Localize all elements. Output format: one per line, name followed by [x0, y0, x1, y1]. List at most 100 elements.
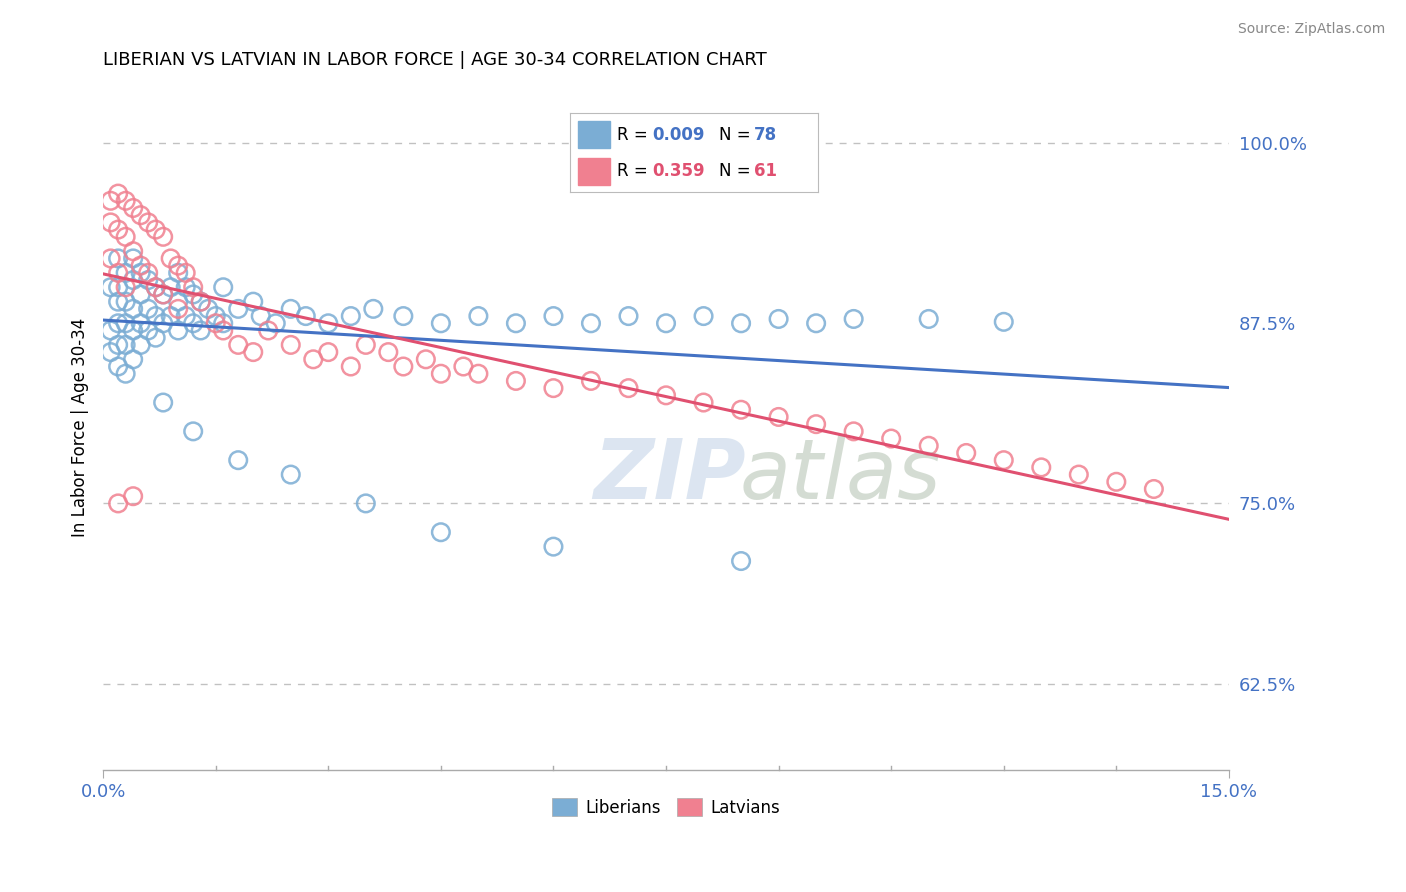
Point — [167, 266, 190, 280]
Point — [114, 338, 136, 352]
Point — [145, 331, 167, 345]
Point — [804, 316, 827, 330]
Point — [655, 316, 678, 330]
Point — [190, 324, 212, 338]
Point — [340, 309, 363, 323]
Point — [302, 352, 325, 367]
Point — [107, 266, 129, 280]
Point — [129, 338, 152, 352]
Point — [543, 540, 565, 554]
Point — [129, 316, 152, 330]
Point — [430, 525, 453, 540]
Text: LIBERIAN VS LATVIAN IN LABOR FORCE | AGE 30-34 CORRELATION CHART: LIBERIAN VS LATVIAN IN LABOR FORCE | AGE… — [103, 51, 766, 69]
Point — [122, 301, 145, 316]
Text: atlas: atlas — [740, 435, 941, 516]
Point — [226, 338, 249, 352]
Point — [993, 453, 1015, 467]
Point — [129, 259, 152, 273]
Point — [692, 309, 714, 323]
Point — [152, 395, 174, 409]
Point — [100, 215, 122, 229]
Point — [249, 309, 271, 323]
Point — [100, 280, 122, 294]
Point — [204, 309, 226, 323]
Point — [152, 229, 174, 244]
Point — [505, 316, 527, 330]
Point — [579, 374, 602, 388]
Text: ZIP: ZIP — [593, 435, 745, 516]
Point — [1031, 460, 1053, 475]
Point — [280, 467, 302, 482]
Point — [579, 316, 602, 330]
Point — [174, 309, 197, 323]
Point — [136, 324, 159, 338]
Point — [190, 294, 212, 309]
Text: Source: ZipAtlas.com: Source: ZipAtlas.com — [1237, 22, 1385, 37]
Point — [363, 301, 385, 316]
Point — [453, 359, 475, 374]
Point — [122, 201, 145, 215]
Point — [264, 316, 287, 330]
Y-axis label: In Labor Force | Age 30-34: In Labor Force | Age 30-34 — [72, 318, 89, 537]
Point — [730, 554, 752, 568]
Point — [1143, 482, 1166, 496]
Point — [392, 359, 415, 374]
Point — [655, 388, 678, 402]
Point — [226, 453, 249, 467]
Point — [107, 294, 129, 309]
Point — [122, 489, 145, 503]
Point — [181, 280, 204, 294]
Point — [955, 446, 977, 460]
Point — [354, 338, 377, 352]
Point — [505, 374, 527, 388]
Point — [107, 280, 129, 294]
Point — [415, 352, 437, 367]
Point — [617, 381, 640, 395]
Point — [145, 280, 167, 294]
Point — [242, 294, 264, 309]
Point — [152, 287, 174, 301]
Point — [167, 324, 190, 338]
Point — [145, 280, 167, 294]
Legend: Liberians, Latvians: Liberians, Latvians — [546, 792, 787, 823]
Point — [122, 324, 145, 338]
Point — [136, 215, 159, 229]
Point — [136, 273, 159, 287]
Point — [543, 381, 565, 395]
Point — [114, 266, 136, 280]
Point — [430, 316, 453, 330]
Point — [316, 345, 339, 359]
Point — [617, 309, 640, 323]
Point — [107, 252, 129, 266]
Point — [159, 309, 181, 323]
Point — [114, 294, 136, 309]
Point — [122, 352, 145, 367]
Point — [692, 395, 714, 409]
Point — [174, 280, 197, 294]
Point — [316, 316, 339, 330]
Point — [136, 266, 159, 280]
Point — [768, 409, 790, 424]
Point — [280, 338, 302, 352]
Point — [242, 345, 264, 359]
Point — [100, 252, 122, 266]
Point — [122, 252, 145, 266]
Point — [377, 345, 399, 359]
Point — [107, 222, 129, 236]
Point — [145, 222, 167, 236]
Point — [114, 367, 136, 381]
Point — [257, 324, 280, 338]
Point — [212, 280, 235, 294]
Point — [880, 432, 903, 446]
Point — [129, 266, 152, 280]
Point — [167, 301, 190, 316]
Point — [918, 439, 941, 453]
Point — [107, 496, 129, 510]
Point — [190, 294, 212, 309]
Point — [107, 186, 129, 201]
Point — [1105, 475, 1128, 489]
Point — [174, 266, 197, 280]
Point — [197, 301, 219, 316]
Point — [212, 316, 235, 330]
Point — [543, 309, 565, 323]
